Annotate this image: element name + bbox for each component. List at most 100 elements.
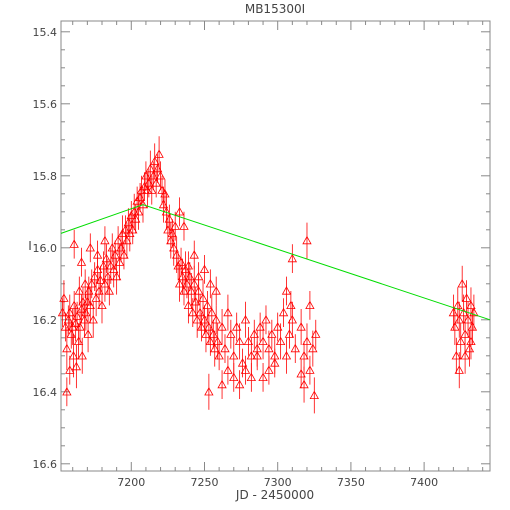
triangle-marker	[66, 329, 76, 338]
data-point	[103, 258, 113, 295]
data-point	[179, 211, 189, 241]
data-point	[110, 240, 120, 270]
data-point	[284, 319, 295, 349]
data-point	[199, 305, 210, 335]
triangle-marker	[199, 264, 210, 274]
triangle-marker	[196, 322, 207, 331]
data-point	[62, 377, 72, 407]
data-point	[141, 161, 151, 191]
triangle-marker	[63, 314, 74, 324]
triangle-marker	[193, 286, 204, 295]
data-point	[220, 334, 230, 363]
data-point	[457, 265, 467, 302]
data-point	[463, 301, 473, 338]
y-tick-label: 15.4	[33, 26, 58, 39]
data-point	[76, 294, 87, 324]
triangle-marker	[193, 271, 204, 281]
data-point	[88, 301, 98, 338]
triangle-marker	[208, 329, 218, 338]
triangle-marker	[237, 358, 248, 367]
data-point	[62, 327, 72, 371]
data-point	[249, 319, 259, 349]
triangle-marker	[211, 314, 221, 324]
data-point	[71, 345, 82, 389]
triangle-marker	[70, 318, 81, 328]
data-point	[157, 175, 167, 205]
triangle-marker	[464, 343, 475, 353]
triangle-marker	[296, 368, 306, 378]
data-point	[77, 337, 87, 374]
triangle-marker	[463, 314, 473, 324]
triangle-marker	[311, 329, 321, 338]
chart-title: MB15300I	[245, 2, 305, 16]
triangle-marker	[185, 271, 195, 281]
data-point	[84, 276, 94, 306]
triangle-marker	[88, 314, 98, 324]
data-point	[179, 276, 189, 306]
data-point	[217, 370, 227, 399]
data-point	[226, 319, 236, 349]
triangle-marker	[460, 329, 470, 338]
triangle-marker	[87, 278, 97, 288]
data-point	[183, 287, 194, 324]
triangle-marker	[169, 242, 179, 252]
data-point	[278, 298, 289, 327]
triangle-marker	[309, 390, 319, 400]
data-point	[223, 294, 233, 331]
data-point	[466, 323, 476, 360]
triangle-marker	[466, 336, 476, 346]
data-point	[119, 240, 129, 270]
y-tick-label: 16.4	[33, 386, 58, 399]
data-point	[73, 323, 84, 360]
triangle-marker	[111, 271, 122, 281]
triangle-marker	[138, 199, 148, 209]
triangle-marker	[79, 314, 90, 324]
data-point	[100, 226, 110, 255]
triangle-marker	[110, 250, 120, 259]
triangle-marker	[73, 336, 84, 346]
y-axis-ticks: 15.4 15.6 15.8 16.0 16.2 16.4 16.6	[33, 26, 490, 471]
triangle-marker	[299, 379, 309, 389]
triangle-marker	[454, 365, 464, 374]
data-point	[205, 269, 216, 299]
data-point	[163, 215, 173, 245]
data-point	[258, 363, 268, 392]
data-point	[258, 323, 268, 360]
triangle-marker	[174, 206, 185, 216]
y-axis-label: I	[28, 239, 32, 253]
triangle-marker	[287, 314, 298, 324]
triangle-marker	[82, 296, 93, 306]
data-point	[75, 309, 85, 345]
data-point	[98, 251, 109, 281]
triangle-marker	[84, 286, 94, 295]
triangle-marker	[249, 329, 259, 338]
triangle-marker	[76, 257, 87, 266]
triangle-marker	[157, 185, 167, 194]
data-point	[198, 280, 208, 317]
triangle-marker	[80, 278, 90, 288]
triangle-marker	[74, 286, 84, 295]
data-point	[135, 183, 145, 212]
data-point	[287, 301, 298, 338]
triangle-marker	[148, 170, 158, 180]
data-point	[95, 265, 106, 295]
data-point	[176, 247, 186, 277]
triangle-marker	[469, 307, 479, 317]
data-point	[182, 269, 192, 299]
triangle-marker	[305, 300, 315, 310]
triangle-marker	[211, 286, 221, 295]
data-point	[155, 161, 166, 191]
triangle-marker	[171, 250, 182, 259]
data-point	[104, 276, 114, 306]
data-point	[169, 229, 179, 266]
triangle-marker	[100, 235, 110, 245]
triangle-marker	[83, 329, 93, 338]
triangle-marker	[81, 307, 91, 317]
data-point	[107, 233, 117, 263]
triangle-marker	[456, 336, 466, 346]
data-point	[160, 179, 170, 209]
triangle-marker	[278, 307, 289, 317]
data-point	[145, 150, 155, 187]
data-point	[234, 370, 245, 399]
triangle-marker	[234, 379, 245, 389]
